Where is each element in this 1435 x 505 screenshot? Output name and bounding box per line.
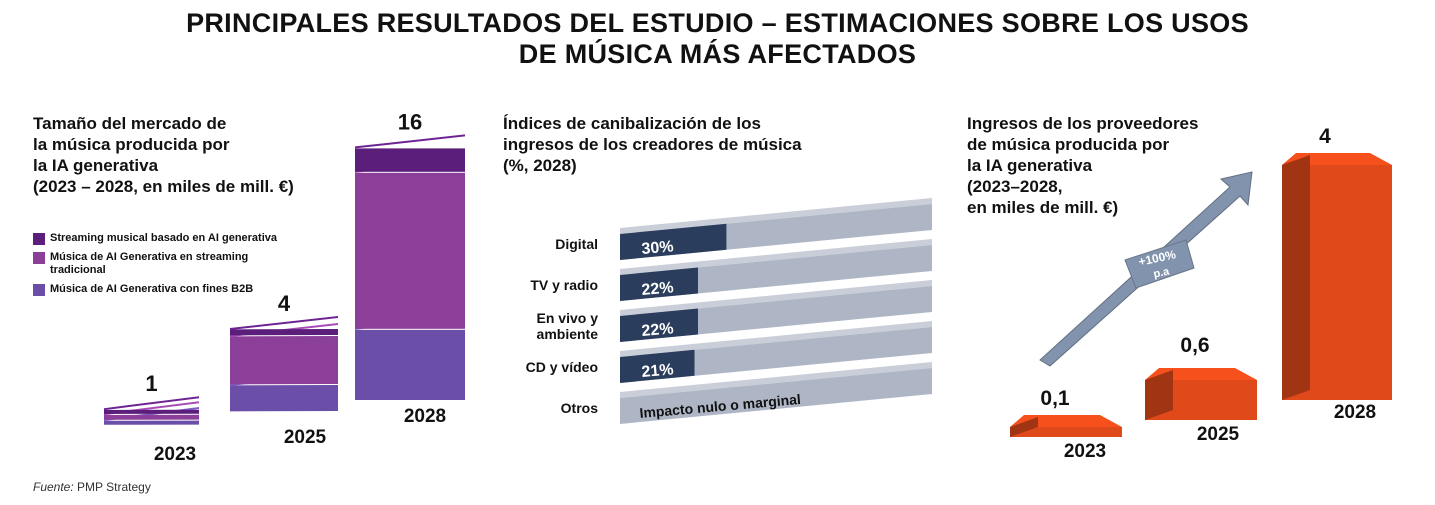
- chart2-bar: 22%: [620, 280, 932, 342]
- chart1-title-line: Tamaño del mercado de: [33, 114, 227, 133]
- chart1-bar-segment-front: [230, 329, 338, 336]
- chart1-bar-segment-top: [355, 134, 465, 149]
- chart1-bar-segment-front: [104, 420, 199, 425]
- chart3-value-label: 0,1: [1040, 387, 1070, 410]
- source-note: Fuente: PMP Strategy: [33, 480, 151, 494]
- chart3-value-label: 0,6: [1180, 334, 1209, 357]
- chart3-bar-side: [1010, 417, 1038, 437]
- legend-label: Música de AI Generativa con fines B2B: [50, 283, 254, 295]
- chart1-bar-segment-front: [355, 148, 465, 172]
- chart3-growth-arrow: +100%p.a: [1039, 171, 1253, 367]
- chart1-title-line: la IA generativa: [33, 156, 159, 175]
- chart3-bar: 0,1 2023: [1010, 387, 1122, 462]
- chart2-title-line: (%, 2028): [503, 156, 577, 175]
- chart1-bars: [104, 134, 465, 425]
- chart3-category-label: 2023: [1064, 441, 1106, 462]
- chart2-bar-top: [620, 280, 932, 316]
- chart2-category-label: Otros: [561, 400, 599, 416]
- legend-label: Streaming musical basado en AI generativ…: [50, 232, 278, 244]
- chart2-bar-top: [620, 362, 932, 398]
- chart3-title-line: (2023–2028,: [967, 177, 1063, 196]
- chart1-bar-segment-front: [230, 336, 338, 385]
- chart1-category-label: 2025: [284, 427, 327, 448]
- chart1-title: Tamaño del mercado de la música producid…: [33, 113, 294, 197]
- legend-label: tradicional: [50, 264, 106, 276]
- chart1-bar-segment: [355, 134, 465, 172]
- chart3-title-line: Ingresos de los proveedores: [967, 114, 1199, 133]
- chart1-bar-segment-front: [355, 329, 465, 400]
- chart1-total-label: 16: [398, 109, 422, 134]
- chart3-bar-side: [1145, 370, 1173, 420]
- chart3-bar-side: [1282, 155, 1310, 400]
- chart2-category-label: TV y radio: [530, 277, 598, 293]
- chart2-bar-track: [620, 368, 932, 424]
- chart2-value-label: 22%: [641, 279, 674, 299]
- chart3-bars: 0,1 2023 0,6 2025 4 2028 +100%p.a: [1010, 125, 1392, 462]
- chart2-bar-top: [620, 239, 932, 275]
- chart2-bar-top: [620, 198, 932, 234]
- chart2-category-label: Digital: [555, 236, 598, 252]
- chart2-bar: 22%: [620, 239, 932, 301]
- chart2-category-label: CD y vídeo: [526, 359, 598, 375]
- chart2-bars: 30% Digital 22% TV y radio 22% En vivo yambie…: [526, 198, 932, 424]
- chart3-title: Ingresos de los proveedores de música pr…: [967, 113, 1198, 218]
- chart1-bar-segment-front: [104, 409, 199, 414]
- chart2-bar: 21%: [620, 321, 932, 383]
- chart2-title: Índices de canibalización de los ingreso…: [503, 113, 802, 176]
- chart2-category-label: ambiente: [537, 326, 599, 342]
- legend-item: Streaming musical basado en AI generativ…: [33, 232, 305, 245]
- chart3-title-line: la IA generativa: [967, 156, 1093, 175]
- chart1-bar-segment-top: [230, 316, 338, 330]
- page-title-line2: DE MÚSICA MÁS AFECTADOS: [518, 39, 917, 69]
- chart3-category-label: 2028: [1334, 402, 1376, 423]
- chart1-category-label: 2023: [154, 444, 196, 465]
- page-title: PRINCIPALES RESULTADOS DEL ESTUDIO – EST…: [0, 8, 1435, 70]
- chart2-value-label: 22%: [641, 320, 674, 340]
- chart1-title-line: (2023 – 2028, en miles de mill. €): [33, 177, 294, 196]
- chart3-bar: 4 2028: [1282, 125, 1392, 423]
- chart2-value-label: 30%: [641, 238, 674, 258]
- chart2-bar-fill: [620, 308, 698, 342]
- chart3-title-line: de música producida por: [967, 135, 1170, 154]
- legend-swatch: [33, 252, 45, 264]
- chart1-bar-segment: [230, 316, 338, 336]
- source-label: Fuente:: [33, 480, 74, 494]
- source-text: PMP Strategy: [77, 480, 151, 494]
- chart1-title-line: la música producida por: [33, 135, 230, 154]
- chart2-bar-fill: [620, 267, 698, 301]
- chart2-value-label: 21%: [641, 361, 674, 381]
- chart2-bar-fill: [620, 349, 695, 383]
- chart2-title-line: ingresos de los creadores de música: [503, 135, 802, 154]
- chart3-category-label: 2025: [1197, 424, 1240, 445]
- chart2-bar-track: [620, 327, 932, 383]
- legend-item: Música de AI Generativa en streaming tra…: [33, 251, 305, 277]
- chart1-total-label: 4: [278, 291, 291, 316]
- chart1-bar-segment: [104, 396, 199, 414]
- chart1-bar-segment: [355, 158, 465, 329]
- chart2-bar: 30%: [620, 198, 932, 260]
- chart1-bar-segment-front: [104, 414, 199, 420]
- chart3-title-line: en miles de mill. €): [967, 198, 1119, 217]
- legend-item: Música de AI Generativa con fines B2B: [33, 283, 305, 296]
- chart1-total-label: 1: [145, 371, 157, 396]
- legend-swatch: [33, 284, 45, 296]
- chart2-bar-fill: [620, 223, 727, 260]
- page-title-line1: PRINCIPALES RESULTADOS DEL ESTUDIO – EST…: [186, 8, 1249, 38]
- chart3-value-label: 4: [1319, 125, 1331, 148]
- chart3-bar-front: [1010, 427, 1122, 437]
- legend-label: Música de AI Generativa en streaming: [50, 251, 249, 263]
- chart2-category-label: En vivo y: [537, 310, 599, 326]
- chart2-bar-top: [620, 321, 932, 357]
- chart1-legend: Streaming musical basado en AI generativ…: [33, 232, 305, 302]
- chart2-title-line: Índices de canibalización de los: [503, 114, 761, 133]
- chart3-annotation-box: [1124, 239, 1195, 289]
- chart3-bar: 0,6 2025: [1145, 334, 1257, 445]
- chart3-annotation-sublabel: p.a: [1152, 265, 1171, 280]
- chart1-category-label: 2028: [404, 406, 446, 427]
- chart1-bar-segment-front: [355, 172, 465, 329]
- chart1-bar-segment-front: [230, 385, 338, 412]
- legend-swatch: [33, 233, 45, 245]
- chart1-bar-segment-top: [104, 396, 199, 411]
